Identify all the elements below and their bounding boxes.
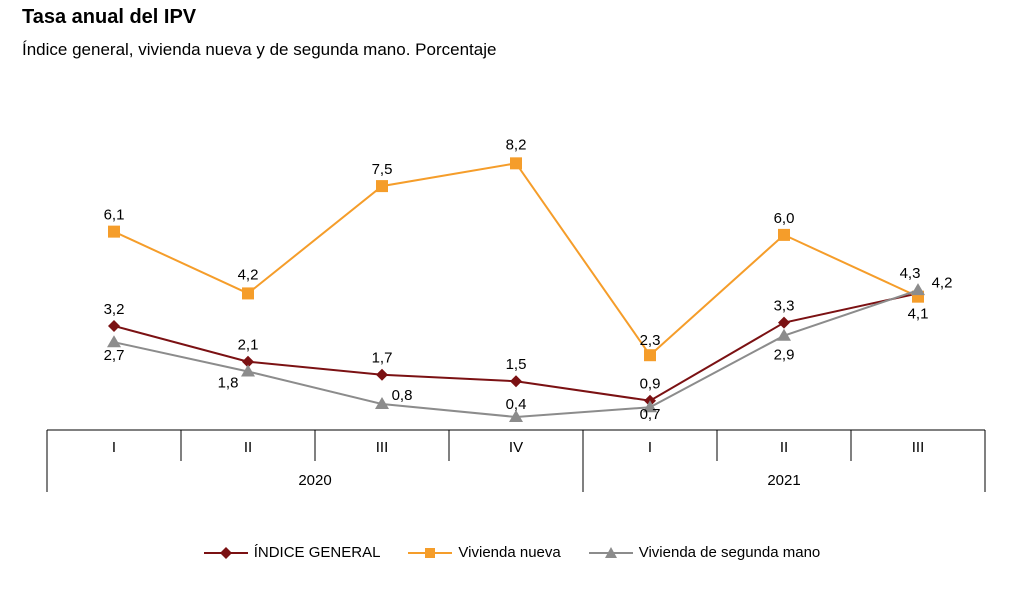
data-point	[510, 375, 522, 388]
data-label: 2,7	[104, 347, 125, 364]
data-point	[510, 157, 522, 170]
data-label: 8,2	[506, 136, 527, 153]
data-point	[778, 316, 790, 329]
legend-item: ÍNDICE GENERAL	[203, 544, 381, 561]
data-point	[644, 349, 656, 362]
data-label: 7,5	[372, 161, 393, 178]
x-tick-label: III	[376, 439, 389, 456]
data-label: 0,4	[506, 396, 527, 413]
x-tick-label: IV	[509, 439, 523, 456]
data-point	[108, 225, 120, 238]
data-point	[376, 180, 388, 193]
data-label: 3,3	[774, 298, 795, 315]
legend-label: Vivienda nueva	[458, 544, 561, 561]
data-label: 2,9	[774, 347, 795, 364]
legend-swatch-icon	[588, 546, 633, 558]
data-point	[911, 283, 925, 296]
data-label: 1,5	[506, 356, 527, 373]
chart-legend: ÍNDICE GENERAL Vivienda nueva Vivienda de …	[0, 544, 1024, 561]
data-point	[108, 319, 120, 332]
data-label: 2,1	[238, 337, 259, 354]
data-label: 0,9	[640, 376, 661, 393]
legend-swatch-icon	[203, 546, 248, 559]
legend-label: Vivienda de segunda mano	[638, 544, 821, 561]
data-point	[375, 396, 389, 409]
data-label: 6,1	[104, 207, 125, 224]
data-label: 0,7	[640, 406, 661, 423]
data-label: 4,1	[908, 306, 929, 323]
data-point	[376, 368, 388, 381]
chart-subtitle: Índice general, vivienda nueva y de segu…	[22, 40, 497, 59]
data-point	[509, 409, 523, 422]
data-point	[242, 287, 254, 300]
data-label: 1,7	[372, 350, 393, 367]
data-label: 1,8	[218, 374, 239, 391]
legend-item: Vivienda de segunda mano	[588, 544, 821, 561]
data-point	[777, 328, 791, 341]
data-point	[242, 355, 254, 368]
x-group-label: 2020	[298, 472, 331, 489]
data-label: 6,0	[774, 210, 795, 227]
x-group-label: 2021	[767, 472, 800, 489]
x-tick-label: I	[112, 439, 116, 456]
data-point	[643, 400, 657, 413]
x-tick-label: II	[244, 439, 252, 456]
data-label: 4,3	[900, 265, 921, 282]
x-tick-label: II	[780, 439, 788, 456]
data-point	[241, 364, 255, 377]
legend-item: Vivienda nueva	[408, 544, 561, 561]
x-tick-label: III	[912, 439, 925, 456]
data-label: 3,2	[104, 301, 125, 318]
data-label: 2,3	[640, 332, 661, 349]
legend-label: ÍNDICE GENERAL	[253, 544, 381, 561]
legend-swatch-icon	[408, 547, 453, 558]
data-label: 0,8	[392, 387, 413, 404]
data-point	[107, 335, 121, 348]
data-point	[778, 228, 790, 241]
data-label: 4,2	[932, 274, 953, 291]
series-line	[113, 162, 919, 357]
chart-title: Tasa anual del IPV	[22, 6, 197, 28]
data-label: 4,2	[238, 266, 259, 283]
x-tick-label: I	[648, 439, 652, 456]
